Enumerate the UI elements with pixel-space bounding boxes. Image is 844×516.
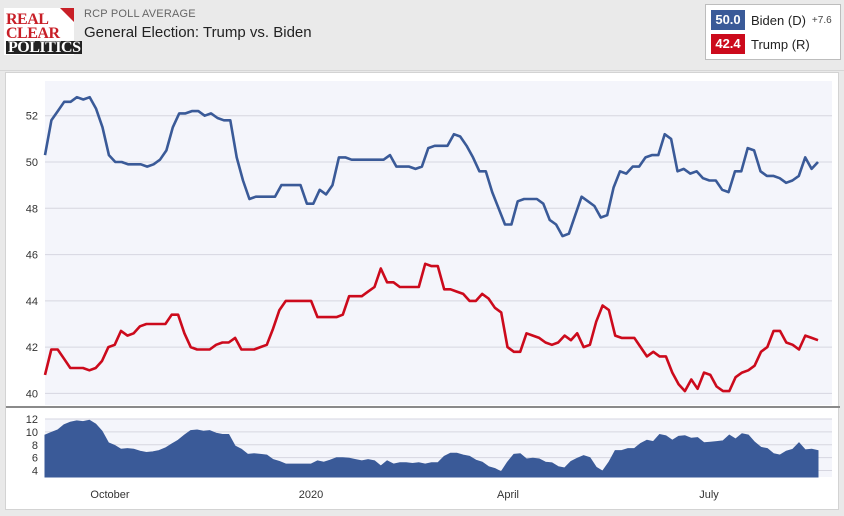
legend-item-biden[interactable]: 50.0 Biden (D) +7.6 [711, 10, 832, 30]
main-y-tick-label: 50 [26, 157, 38, 169]
biden-value-badge: 50.0 [711, 10, 745, 30]
main-y-tick-label: 44 [26, 296, 38, 308]
spread-y-tick-label: 4 [32, 466, 38, 478]
x-tick-label: July [699, 489, 719, 501]
main-y-tick-label: 52 [26, 111, 38, 123]
spread-y-tick-label: 8 [32, 440, 38, 452]
trump-value-badge: 42.4 [711, 34, 745, 54]
main-y-tick-label: 40 [26, 388, 38, 400]
page-title: General Election: Trump vs. Biden [84, 24, 312, 41]
x-tick-label: October [90, 489, 129, 501]
logo-line-2: CLEAR [6, 25, 60, 42]
main-plot-area [45, 81, 832, 405]
poll-kicker: RCP POLL AVERAGE [84, 8, 196, 20]
legend-item-trump[interactable]: 42.4 Trump (R) [711, 34, 810, 54]
header-bar: REAL CLEAR POLITICS RCP POLL AVERAGE Gen… [0, 0, 844, 71]
chart-panel: 40 42 44 46 48 50 52 4 6 8 10 12 October 2020 April Jul… [5, 72, 840, 511]
legend-box: 50.0 Biden (D) +7.6 42.4 Trump (R) [705, 4, 841, 60]
x-tick-label: 2020 [299, 489, 323, 501]
biden-legend-label: Biden (D) [751, 12, 806, 28]
logo-corner-mark [60, 8, 74, 22]
spread-y-tick-label: 10 [26, 427, 38, 439]
main-y-tick-label: 46 [26, 250, 38, 262]
main-y-tick-label: 48 [26, 203, 38, 215]
x-tick-label: April [497, 489, 519, 501]
spread-area [44, 419, 819, 478]
logo-line-1: REAL [6, 11, 49, 28]
trump-legend-label: Trump (R) [751, 36, 810, 52]
series-line-trump [43, 262, 819, 393]
main-y-tick-label: 42 [26, 342, 38, 354]
series-line-biden [43, 95, 819, 238]
spread-y-tick-label: 12 [26, 414, 38, 426]
rcp-logo[interactable]: REAL CLEAR POLITICS [4, 8, 83, 56]
logo-line-3: POLITICS [6, 39, 83, 56]
spread-value: +7.6 [811, 14, 832, 26]
spread-y-tick-label: 6 [32, 453, 38, 465]
